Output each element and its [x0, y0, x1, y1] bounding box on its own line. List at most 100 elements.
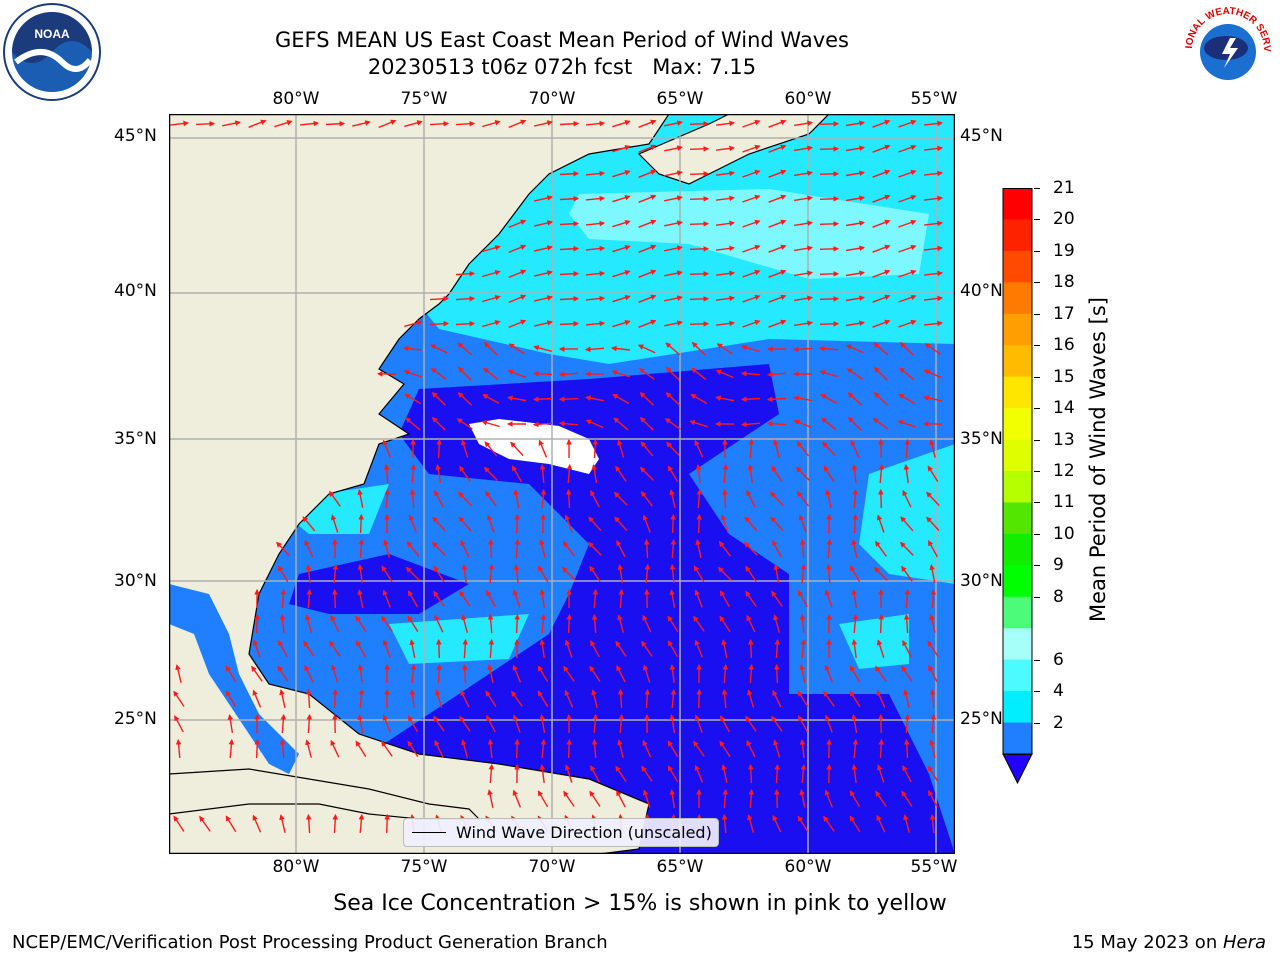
- wave-direction-arrow: [299, 120, 320, 127]
- wave-direction-arrow: [897, 419, 916, 428]
- wave-direction-arrow: [716, 170, 736, 177]
- wave-direction-arrow: [358, 538, 365, 559]
- wave-direction-arrow: [432, 541, 446, 556]
- wave-direction-arrow: [507, 369, 526, 378]
- wave-direction-arrow: [799, 538, 806, 559]
- wave-direction-arrow: [615, 640, 627, 657]
- wave-direction-arrow: [694, 764, 704, 783]
- wave-direction-arrow: [612, 219, 631, 228]
- wave-direction-arrow: [277, 565, 289, 583]
- wave-direction-arrow: [435, 689, 443, 708]
- wave-direction-arrow: [637, 344, 656, 354]
- wave-direction-arrow: [876, 814, 886, 833]
- wave-direction-arrow: [508, 119, 527, 129]
- colorbar-swatch: [1003, 471, 1032, 503]
- wave-direction-arrow: [719, 740, 731, 757]
- wave-direction-arrow: [175, 664, 182, 683]
- wave-direction-arrow: [539, 763, 546, 783]
- wave-direction-arrow: [800, 563, 807, 584]
- wave-direction-arrow: [851, 713, 858, 734]
- wave-direction-arrow: [927, 765, 939, 782]
- colorbar-swatch: [1003, 691, 1032, 724]
- wave-direction-arrow: [873, 566, 888, 581]
- lon-label-top-65w: 65°W: [656, 89, 704, 109]
- wave-direction-arrow: [644, 688, 651, 709]
- colorbar-tick-label: 8: [1053, 586, 1064, 607]
- wave-direction-arrow: [641, 640, 653, 657]
- wave-direction-arrow: [793, 195, 814, 202]
- wave-direction-arrow: [591, 613, 598, 634]
- wave-direction-arrow: [826, 613, 832, 634]
- wave-direction-arrow: [248, 119, 267, 128]
- wave-period-map: [168, 113, 956, 855]
- colorbar-tick-label: 21: [1053, 178, 1075, 198]
- wave-direction-arrow: [694, 639, 703, 658]
- colorbar-tick-label: 9: [1053, 555, 1064, 576]
- colorbar-tick: [1034, 282, 1040, 284]
- colorbar-swatch: [1003, 628, 1032, 661]
- wave-direction-arrow: [488, 763, 495, 784]
- wave-direction-arrow: [819, 171, 840, 177]
- wave-direction-arrow: [352, 120, 371, 127]
- wave-direction-arrow: [436, 663, 443, 684]
- wave-direction-arrow: [332, 813, 339, 834]
- wave-direction-arrow: [766, 420, 787, 427]
- wave-direction-arrow: [742, 119, 761, 128]
- wave-direction-arrow: [800, 638, 807, 659]
- wave-direction-arrow: [772, 814, 782, 833]
- wave-direction-arrow: [743, 541, 758, 556]
- wave-direction-arrow: [872, 418, 889, 430]
- wave-direction-arrow: [559, 295, 580, 302]
- wave-direction-arrow: [793, 145, 814, 152]
- lat-label-right-25n: 25°N: [960, 709, 1003, 729]
- wave-direction-arrow: [845, 295, 866, 302]
- wave-direction-arrow: [742, 194, 761, 203]
- wave-direction-arrow: [798, 514, 807, 533]
- wave-direction-arrow: [927, 465, 939, 482]
- wave-direction-arrow: [409, 639, 416, 658]
- wave-direction-arrow: [457, 392, 473, 406]
- colorbar-tick: [1034, 691, 1040, 693]
- wave-direction-arrow: [431, 392, 446, 406]
- footer-date: 15 May 2023 on Hera: [1072, 932, 1266, 953]
- wave-direction-arrow: [407, 740, 419, 757]
- colorbar-tick: [1034, 596, 1040, 598]
- wave-direction-arrow: [873, 366, 888, 381]
- wave-direction-arrow: [721, 764, 728, 783]
- wave-direction-arrow: [898, 294, 917, 303]
- wave-direction-arrow: [849, 565, 861, 583]
- wave-direction-arrow: [902, 765, 912, 783]
- wave-direction-arrow: [404, 393, 422, 405]
- wave-direction-arrow: [799, 789, 806, 808]
- wave-direction-arrow: [486, 715, 496, 733]
- wave-direction-arrow: [872, 294, 891, 303]
- wave-direction-arrow: [819, 121, 840, 127]
- wave-direction-arrow: [482, 394, 500, 404]
- wave-direction-arrow: [924, 220, 944, 227]
- lat-label-left-25n: 25°N: [114, 709, 157, 729]
- wave-direction-arrow: [406, 541, 420, 557]
- wave-direction-arrow: [689, 321, 710, 327]
- wave-direction-arrow: [748, 763, 754, 784]
- wave-direction-arrow: [533, 345, 552, 352]
- footer-credit: NCEP/EMC/Verification Post Processing Pr…: [12, 932, 608, 953]
- wave-direction-arrow: [716, 145, 736, 152]
- colorbar-tick: [1034, 219, 1040, 221]
- wave-direction-arrow: [872, 244, 891, 253]
- wave-direction-arrow: [455, 120, 476, 127]
- wave-direction-arrow: [409, 488, 416, 509]
- wave-direction-arrow: [797, 690, 809, 707]
- wave-direction-arrow: [793, 245, 814, 252]
- wave-direction-arrow: [799, 613, 806, 634]
- legend-line-swatch: [412, 832, 446, 833]
- wave-direction-arrow: [592, 588, 599, 609]
- wave-direction-arrow: [719, 590, 731, 608]
- wave-direction-arrow: [378, 119, 397, 129]
- wave-direction-arrow: [747, 463, 754, 484]
- wave-direction-arrow: [590, 640, 600, 658]
- wave-direction-arrow: [819, 296, 840, 302]
- wave-direction-arrow: [845, 170, 866, 177]
- wave-direction-arrow: [357, 563, 364, 583]
- wave-direction-arrow: [744, 516, 758, 532]
- wave-direction-arrow: [564, 514, 573, 533]
